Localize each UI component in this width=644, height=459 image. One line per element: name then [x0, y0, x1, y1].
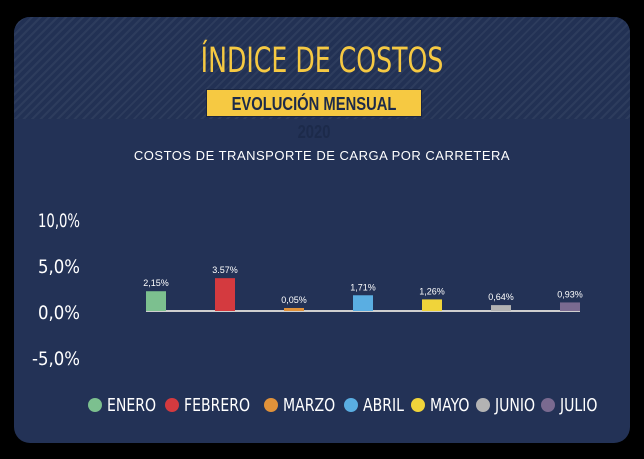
bar-mayo — [422, 299, 442, 311]
data-label: 1,26% — [419, 286, 445, 296]
data-label: 1,71% — [350, 282, 376, 292]
bar-marzo — [284, 308, 304, 311]
legend-item-febrero: FEBRERO — [164, 394, 255, 416]
legend-item-mayo: MAYO — [410, 394, 470, 416]
legend-swatch — [164, 398, 179, 412]
data-label: 0,64% — [488, 292, 514, 302]
subtitle-banner: EVOLUCIÓN MENSUAL 2020 — [206, 89, 422, 142]
legend-swatch — [88, 398, 102, 412]
subtitle-text: EVOLUCIÓN MENSUAL 2020 — [231, 94, 397, 142]
legend-swatch — [263, 398, 278, 412]
header-band — [14, 17, 630, 119]
legend-swatch — [540, 398, 555, 412]
y-tick-label: -5,0% — [32, 348, 80, 370]
bar-enero — [146, 291, 166, 311]
chart-legend: ENERO FEBRERO MARZO ABRIL MAYO JUNIO JULIO — [88, 393, 628, 417]
legend-label: JULIO — [559, 394, 598, 416]
legend-label: ENERO — [107, 394, 157, 416]
legend-item-junio: JUNIO — [475, 394, 535, 416]
y-tick-label: 5,0% — [38, 256, 80, 278]
legend-item-julio: JULIO — [540, 394, 598, 416]
bar-chart: 10,0% 5,0% 0,0% -5,0% 2,15% 3.57% 0,05% 1,71% 1,… — [32, 210, 583, 370]
legend-label: MAYO — [429, 394, 470, 416]
legend-item-marzo: MARZO — [263, 394, 336, 416]
y-tick-label: 10,0% — [38, 210, 80, 232]
data-label: 0,93% — [557, 289, 583, 299]
legend-label: JUNIO — [494, 394, 535, 416]
data-label: 0,05% — [281, 295, 307, 305]
bar-junio — [491, 305, 511, 311]
legend-label: ABRIL — [363, 394, 405, 416]
infographic-card: ÍNDICE DE COSTOS EVOLUCIÓN MENSUAL 2020 … — [14, 17, 630, 443]
chart-title: COSTOS DE TRANSPORTE DE CARGA POR CARRET… — [133, 148, 511, 163]
legend-swatch — [475, 398, 490, 412]
legend-swatch — [410, 398, 425, 412]
legend-item-enero: ENERO — [88, 395, 156, 416]
data-label: 2,15% — [143, 278, 169, 288]
bar-abril — [353, 295, 373, 311]
y-tick-label: 0,0% — [38, 302, 80, 324]
legend-label: FEBRERO — [183, 394, 250, 416]
page-title: ÍNDICE DE COSTOS — [200, 41, 444, 81]
legend-label: MARZO — [282, 394, 335, 416]
bar-julio — [560, 302, 580, 311]
legend-item-abril: ABRIL — [344, 394, 405, 416]
legend-swatch — [344, 398, 359, 412]
data-label: 3.57% — [212, 265, 238, 275]
bar-febrero — [215, 278, 235, 311]
